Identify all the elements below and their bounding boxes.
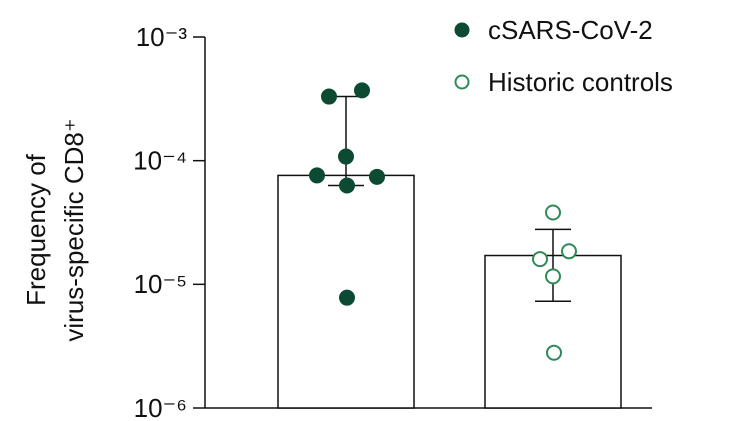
data-point <box>545 204 561 221</box>
data-point <box>309 167 325 184</box>
legend-marker <box>454 74 470 90</box>
y-tick-label: 10⁻⁶ <box>134 393 187 421</box>
y-label-line: Frequency of <box>21 153 51 306</box>
legend-marker <box>454 22 470 38</box>
legend-label: Historic controls <box>488 67 673 97</box>
legend-label: cSARS-CoV-2 <box>488 15 653 45</box>
y-label: virus-specific CD8⁺ <box>59 118 89 341</box>
data-point <box>561 243 577 260</box>
y-tick-label: 10⁻⁵ <box>134 269 187 299</box>
data-point <box>338 148 354 165</box>
data-point <box>532 251 548 268</box>
y-tick-label: 10⁻⁴ <box>133 146 187 176</box>
data-point <box>339 289 355 306</box>
data-point <box>354 82 370 99</box>
data-point <box>369 168 385 185</box>
data-point <box>339 177 355 194</box>
data-point <box>321 88 337 105</box>
bar <box>277 174 415 409</box>
y-tick-label: 10⁻³ <box>136 22 188 52</box>
data-point <box>546 344 562 361</box>
y-label: Frequency of <box>21 153 51 306</box>
data-point <box>545 268 561 285</box>
y-label-line: virus-specific CD8⁺ <box>59 118 89 341</box>
